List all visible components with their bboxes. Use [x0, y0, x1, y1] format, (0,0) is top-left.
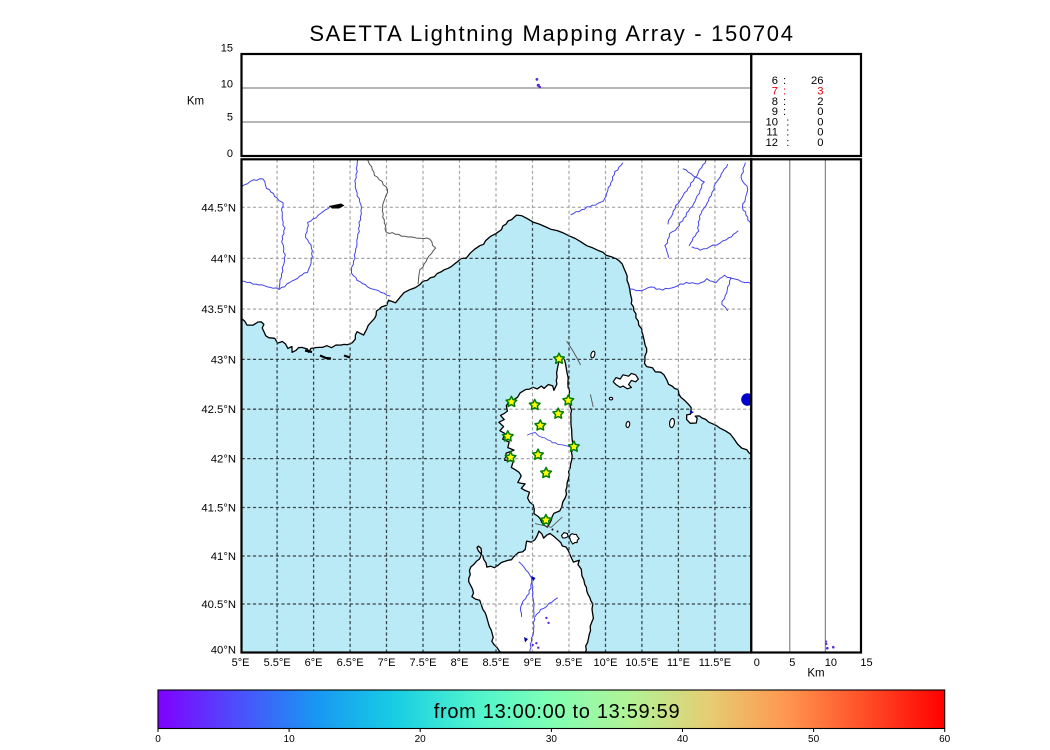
- svg-text:5: 5: [227, 111, 233, 123]
- svg-text:44.5°N: 44.5°N: [201, 202, 236, 214]
- svg-text:10°E: 10°E: [594, 657, 618, 669]
- svg-text:10: 10: [825, 657, 837, 669]
- svg-text::: :: [786, 137, 789, 149]
- svg-text:41°N: 41°N: [211, 551, 236, 563]
- svg-text:5.5°E: 5.5°E: [264, 657, 291, 669]
- svg-text:43.5°N: 43.5°N: [201, 304, 236, 316]
- svg-text:7.5°E: 7.5°E: [409, 657, 436, 669]
- svg-text:40: 40: [677, 734, 689, 745]
- svg-text:8: 8: [772, 96, 778, 108]
- svg-text:9.5°E: 9.5°E: [555, 657, 582, 669]
- svg-text:0: 0: [817, 127, 823, 139]
- svg-text:26: 26: [811, 75, 823, 87]
- svg-text:0: 0: [155, 734, 161, 745]
- svg-text:44°N: 44°N: [211, 253, 236, 265]
- svg-text:Km: Km: [187, 95, 204, 107]
- svg-text:40.5°N: 40.5°N: [201, 599, 236, 611]
- svg-text:43°N: 43°N: [211, 354, 236, 366]
- svg-text:0: 0: [817, 116, 823, 128]
- svg-text:11.5°E: 11.5°E: [699, 657, 731, 669]
- svg-text:5°E: 5°E: [232, 657, 250, 669]
- svg-text:0: 0: [754, 657, 760, 669]
- svg-text:41.5°N: 41.5°N: [201, 503, 236, 515]
- svg-text:0: 0: [227, 148, 233, 160]
- svg-text:6: 6: [772, 75, 778, 87]
- svg-text:6°E: 6°E: [305, 657, 323, 669]
- svg-text:15: 15: [860, 657, 872, 669]
- svg-text:42.5°N: 42.5°N: [201, 404, 236, 416]
- svg-text:12: 12: [766, 137, 778, 149]
- svg-text:10: 10: [284, 734, 296, 745]
- svg-text:7: 7: [772, 86, 778, 98]
- svg-text:11: 11: [766, 127, 778, 139]
- svg-text:10.5°E: 10.5°E: [625, 657, 658, 669]
- svg-text:10: 10: [221, 79, 233, 91]
- svg-text:60: 60: [939, 734, 951, 745]
- svg-text:0: 0: [817, 106, 823, 118]
- svg-text:42°N: 42°N: [211, 454, 236, 466]
- svg-text::: :: [783, 96, 786, 108]
- svg-text:8.5°E: 8.5°E: [482, 657, 509, 669]
- svg-text:40°N: 40°N: [211, 645, 236, 657]
- svg-text::: :: [786, 127, 789, 139]
- svg-text::: :: [783, 75, 786, 87]
- svg-text:10: 10: [766, 116, 778, 128]
- svg-text:8°E: 8°E: [451, 657, 469, 669]
- svg-text:3: 3: [817, 86, 823, 98]
- svg-text:0: 0: [817, 137, 823, 149]
- svg-text:30: 30: [546, 734, 558, 745]
- svg-text:6.5°E: 6.5°E: [337, 657, 364, 669]
- svg-text:SAETTA Lightning Mapping Array: SAETTA Lightning Mapping Array - 150704: [309, 21, 794, 46]
- svg-text::: :: [783, 106, 786, 118]
- svg-text::: :: [783, 86, 786, 98]
- svg-text:9°E: 9°E: [524, 657, 542, 669]
- svg-text:from 13:00:00 to 13:59:59: from 13:00:00 to 13:59:59: [434, 701, 681, 723]
- svg-text:50: 50: [808, 734, 820, 745]
- svg-text:15: 15: [221, 43, 233, 55]
- svg-text::: :: [786, 116, 789, 128]
- svg-text:Km: Km: [807, 668, 824, 680]
- svg-text:11°E: 11°E: [667, 657, 690, 669]
- svg-text:20: 20: [415, 734, 427, 745]
- svg-text:9: 9: [772, 106, 778, 118]
- svg-text:7°E: 7°E: [378, 657, 396, 669]
- svg-text:5: 5: [789, 657, 795, 669]
- svg-text:2: 2: [817, 96, 823, 108]
